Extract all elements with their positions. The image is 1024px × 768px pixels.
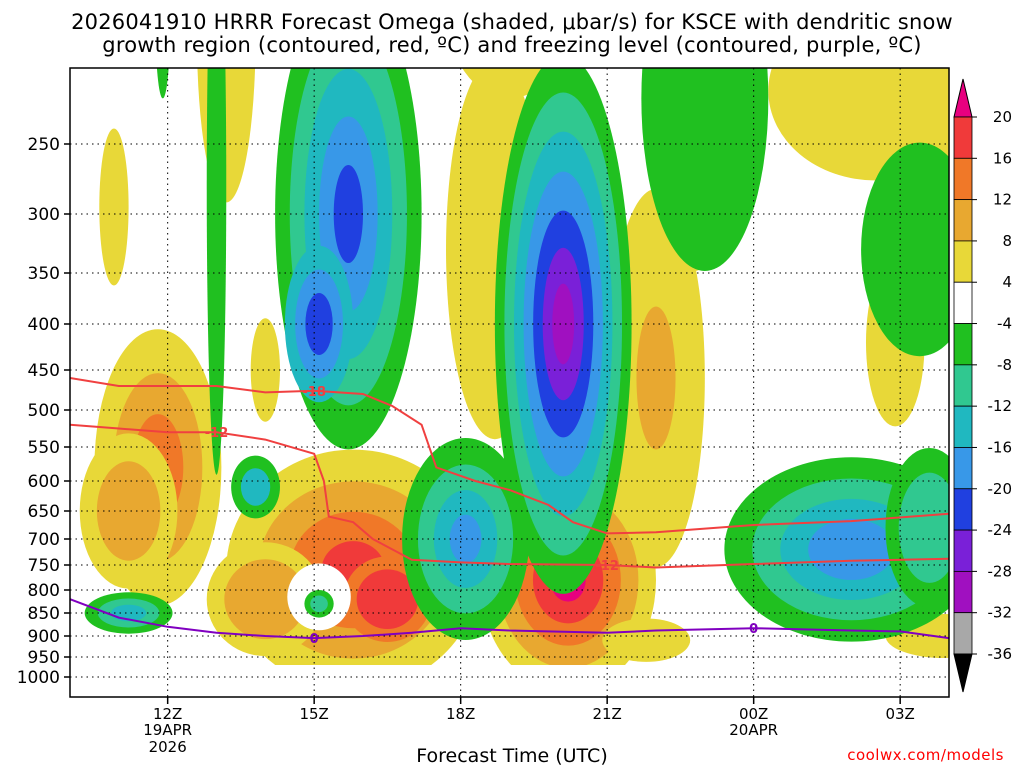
y-tick-label-250: 250 xyxy=(28,135,60,155)
omega-descent-14z-level-1 xyxy=(224,559,307,640)
y-tick-label-400: 400 xyxy=(28,315,60,335)
contour-label-dendritic-18C: -18 xyxy=(302,385,326,400)
colorbar-label: -16 xyxy=(988,438,1013,456)
colorbar-band xyxy=(953,157,973,201)
x-tick-label-15Z: 15Z xyxy=(299,705,328,723)
omega-ascent-15z-lower-level-2 xyxy=(305,292,333,356)
omega-patch-right-mid-level-1 xyxy=(636,306,676,450)
colorbar-label: -36 xyxy=(988,645,1013,663)
omega-ascent-small-level-1 xyxy=(240,468,271,506)
omega-ascent-02z-right-level-1 xyxy=(898,472,949,583)
omega-patch-ne-level-0 xyxy=(768,68,949,181)
x-tick-label-00Z: 00Z xyxy=(739,705,768,723)
omega-ascent-hole-level-1 xyxy=(310,595,328,613)
omega-ascent-02z-level-3 xyxy=(808,518,895,580)
colorbar-band xyxy=(953,199,973,242)
x-tick-date-00Z: 20APR xyxy=(729,721,778,739)
colorbar-band xyxy=(953,116,973,159)
colorbar-band xyxy=(953,240,973,283)
x-tick-label-21Z: 21Z xyxy=(592,705,621,723)
y-tick-label-550: 550 xyxy=(28,438,60,458)
colorbar-band xyxy=(953,488,973,531)
x-tick-label-03Z: 03Z xyxy=(885,705,914,723)
colorbar-label: 8 xyxy=(1002,232,1012,250)
omega-patch-mid-small-level-0 xyxy=(250,318,280,422)
chart-title-line2: growth region (contoured, red, ºC) and f… xyxy=(102,33,922,57)
y-tick-label-300: 300 xyxy=(28,205,60,225)
omega-patch-small-left-level-0 xyxy=(99,128,129,286)
x-tick-year-12Z: 2026 xyxy=(149,738,187,756)
contour-dendritic-18C xyxy=(70,377,949,535)
contour-label-freezing-level-0C: 0 xyxy=(310,632,319,647)
x-axis-title: Forecast Time (UTC) xyxy=(416,745,608,767)
y-tick-label-850: 850 xyxy=(28,604,60,624)
omega-patch-top-left-level-0 xyxy=(197,68,256,203)
colorbar-label: -20 xyxy=(988,480,1013,498)
colorbar-label: -32 xyxy=(988,604,1013,622)
omega-ascent-thin-top-level-0 xyxy=(156,68,169,99)
colorbar-band xyxy=(953,364,973,407)
colorbar-label: 12 xyxy=(993,191,1012,209)
colorbar-band xyxy=(953,405,973,448)
omega-ascent-thin-left-level-0 xyxy=(206,68,227,475)
y-tick-label-350: 350 xyxy=(28,264,60,284)
colorbar-bottom-arrow xyxy=(953,653,973,693)
contour-dendritic-12C xyxy=(70,423,949,569)
y-tick-label-900: 900 xyxy=(28,627,60,647)
y-tick-label-450: 450 xyxy=(28,361,60,381)
y-tick-label-750: 750 xyxy=(28,556,60,576)
colorbar-band xyxy=(953,612,973,655)
colorbar-label: -4 xyxy=(997,315,1012,333)
contour-label-dendritic-12C: -12 xyxy=(205,426,229,441)
plot-frame xyxy=(69,67,950,698)
omega-descent-16z-core-level-1 xyxy=(356,569,419,630)
colorbar-label: 4 xyxy=(1002,273,1012,291)
y-tick-label-650: 650 xyxy=(28,502,60,522)
omega-ascent-18z-low-level-3 xyxy=(449,514,482,564)
y-tick-label-1000: 1000 xyxy=(17,668,60,688)
colorbar-band xyxy=(953,570,973,614)
colorbar-label: 16 xyxy=(993,149,1012,167)
y-tick-label-700: 700 xyxy=(28,530,60,550)
ground-terrain xyxy=(70,667,949,697)
colorbar-top-arrow xyxy=(953,78,973,118)
x-tick-date-12Z: 19APR xyxy=(143,721,192,739)
credit-link[interactable]: coolwx.com/models xyxy=(847,746,1004,764)
omega-ascent-top-level-0 xyxy=(641,68,769,271)
y-tick-label-500: 500 xyxy=(28,401,60,421)
contour-label-dendritic-12C: -12 xyxy=(595,559,619,574)
colorbar-band xyxy=(953,447,973,490)
contour-label-freezing-level-0C: 0 xyxy=(749,622,758,637)
x-tick-label-12Z: 12Z xyxy=(153,705,182,723)
colorbar-band xyxy=(953,323,973,366)
y-tick-label-800: 800 xyxy=(28,581,60,601)
x-tick-label-18Z: 18Z xyxy=(446,705,475,723)
omega-ascent-20z-plume-level-6 xyxy=(552,283,575,365)
y-tick-label-600: 600 xyxy=(28,472,60,492)
colorbar-band xyxy=(953,529,973,572)
colorbar-label: -8 xyxy=(997,356,1012,374)
omega-ascent-15z-plume-level-4 xyxy=(333,164,363,264)
contour-freezing-level-0C xyxy=(70,598,949,640)
y-tick-label-950: 950 xyxy=(28,648,60,668)
colorbar-label: 20 xyxy=(993,108,1012,126)
colorbar-label: -28 xyxy=(988,562,1013,580)
omega-ascent-ne-level-0 xyxy=(861,142,949,357)
chart-title-line1: 2026041910 HRRR Forecast Omega (shaded, … xyxy=(71,10,953,34)
colorbar-label: -12 xyxy=(988,397,1013,415)
colorbar-label: -24 xyxy=(988,521,1013,539)
omega-descent-west-low-level-1 xyxy=(96,461,161,561)
omega-descent-22z-level-0 xyxy=(602,618,691,662)
colorbar-band xyxy=(953,281,973,324)
